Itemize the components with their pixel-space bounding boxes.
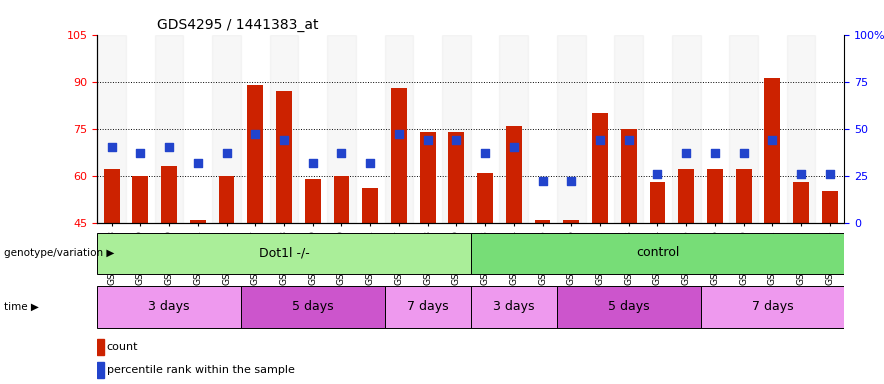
Bar <box>97 362 104 378</box>
Point <box>536 178 550 184</box>
Bar <box>362 188 378 223</box>
Bar <box>506 126 522 223</box>
Point <box>621 137 636 143</box>
Bar <box>448 132 464 223</box>
Bar <box>535 220 551 223</box>
Bar <box>470 286 557 328</box>
Text: percentile rank within the sample: percentile rank within the sample <box>107 365 294 375</box>
Bar <box>499 35 529 223</box>
Bar <box>793 182 809 223</box>
Bar <box>276 91 292 223</box>
Point <box>306 159 320 166</box>
Point <box>363 159 377 166</box>
Point <box>162 144 176 151</box>
Bar <box>822 191 838 223</box>
Bar <box>707 169 723 223</box>
Bar <box>442 35 471 223</box>
Bar <box>190 220 206 223</box>
Bar <box>765 78 781 223</box>
Bar <box>787 35 816 223</box>
Bar <box>97 286 240 328</box>
Text: time ▶: time ▶ <box>4 302 39 312</box>
Bar <box>133 176 149 223</box>
Point <box>449 137 463 143</box>
Bar <box>391 88 407 223</box>
Point <box>334 150 348 156</box>
Text: 7 days: 7 days <box>407 300 448 313</box>
Bar <box>678 169 694 223</box>
Bar <box>270 35 299 223</box>
Bar <box>240 286 385 328</box>
Text: 3 days: 3 days <box>493 300 535 313</box>
Bar <box>305 179 321 223</box>
Text: 7 days: 7 days <box>751 300 793 313</box>
Point <box>392 131 406 137</box>
Bar <box>592 113 608 223</box>
Bar <box>563 220 579 223</box>
Point <box>248 131 263 137</box>
Point <box>593 137 607 143</box>
Text: count: count <box>107 342 138 352</box>
Point <box>679 150 693 156</box>
Text: control: control <box>636 246 679 259</box>
Bar <box>327 35 355 223</box>
Text: GDS4295 / 1441383_at: GDS4295 / 1441383_at <box>157 18 318 32</box>
Bar <box>557 35 586 223</box>
Point <box>219 150 233 156</box>
Bar <box>218 176 234 223</box>
Point <box>478 150 492 156</box>
Text: 5 days: 5 days <box>292 300 333 313</box>
Bar <box>477 172 493 223</box>
Bar <box>155 35 184 223</box>
Bar <box>97 35 126 223</box>
Text: Dot1l -/-: Dot1l -/- <box>259 246 309 259</box>
Point <box>736 150 751 156</box>
Bar <box>614 35 643 223</box>
Bar <box>420 132 436 223</box>
Point <box>191 159 205 166</box>
Bar <box>650 182 666 223</box>
Bar <box>672 35 700 223</box>
Point <box>104 144 118 151</box>
Text: genotype/variation ▶: genotype/variation ▶ <box>4 248 115 258</box>
Text: 5 days: 5 days <box>608 300 650 313</box>
Bar <box>557 286 700 328</box>
Text: 3 days: 3 days <box>149 300 190 313</box>
Bar <box>248 85 263 223</box>
Bar <box>385 286 470 328</box>
Bar <box>97 339 104 355</box>
Point <box>507 144 521 151</box>
Bar <box>212 35 240 223</box>
Point <box>651 171 665 177</box>
Bar <box>385 35 414 223</box>
Bar <box>161 166 177 223</box>
Bar <box>470 233 844 274</box>
Point <box>421 137 435 143</box>
Point <box>823 171 837 177</box>
Bar <box>97 233 470 274</box>
Point <box>564 178 578 184</box>
Bar <box>103 169 119 223</box>
Bar <box>735 169 751 223</box>
Point <box>794 171 808 177</box>
Point <box>133 150 148 156</box>
Point <box>277 137 291 143</box>
Point <box>708 150 722 156</box>
Point <box>766 137 780 143</box>
Bar <box>729 35 758 223</box>
Bar <box>333 176 349 223</box>
Bar <box>700 286 844 328</box>
Bar <box>621 129 636 223</box>
